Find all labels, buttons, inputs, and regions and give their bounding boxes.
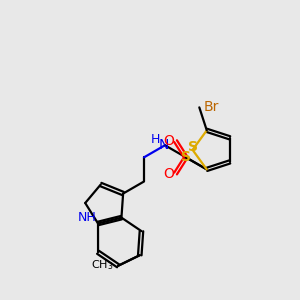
Text: N: N [158,138,169,152]
Text: CH$_3$: CH$_3$ [91,258,114,272]
Text: S: S [188,140,198,154]
Text: O: O [164,167,175,181]
Text: H: H [151,134,160,146]
Text: NH: NH [77,211,96,224]
Text: O: O [164,134,175,148]
Text: Br: Br [204,100,219,114]
Text: S: S [181,150,191,164]
